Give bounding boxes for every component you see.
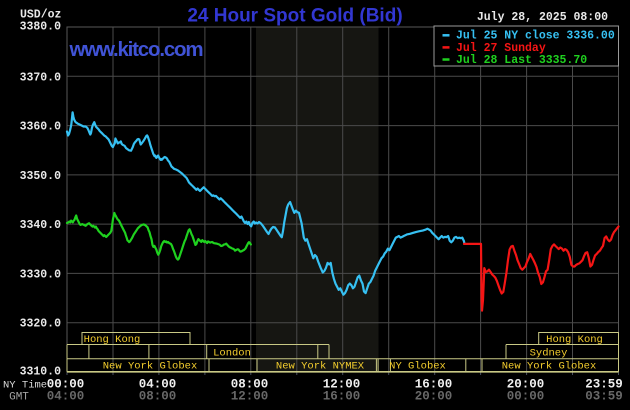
svg-text:00:00: 00:00 [47,377,85,391]
svg-text:08:00: 08:00 [231,377,269,391]
svg-text:23:59: 23:59 [585,377,623,391]
svg-text:3340.0: 3340.0 [20,219,62,232]
svg-text:16:00: 16:00 [323,389,361,403]
svg-text:New York Globex: New York Globex [103,361,198,373]
svg-text:16:00: 16:00 [415,377,453,391]
svg-text:Jul 28 Last 3335.70: Jul 28 Last 3335.70 [456,54,587,67]
svg-text:Jul 25 NY close 3336.00: Jul 25 NY close 3336.00 [456,30,615,43]
svg-text:www.kitco.com: www.kitco.com [69,38,203,61]
svg-text:24 Hour Spot Gold (Bid): 24 Hour Spot Gold (Bid) [187,6,402,27]
svg-text:03:59: 03:59 [585,389,623,403]
svg-text:Hong Kong: Hong Kong [546,334,603,346]
svg-text:04:00: 04:00 [47,389,85,403]
svg-text:00:00: 00:00 [507,389,545,403]
svg-text:Sydney: Sydney [530,348,568,360]
svg-text:3380.0: 3380.0 [20,20,62,33]
svg-text:3360.0: 3360.0 [20,121,62,134]
svg-text:Hong Kong: Hong Kong [84,334,141,346]
svg-text:12:00: 12:00 [231,389,269,403]
svg-text:04:00: 04:00 [139,377,177,391]
svg-text:Jul 27 Sunday: Jul 27 Sunday [456,42,546,55]
svg-text:20:00: 20:00 [507,377,545,391]
svg-text:3350.0: 3350.0 [20,170,62,183]
svg-text:3320.0: 3320.0 [20,318,62,331]
svg-text:08:00: 08:00 [139,389,177,403]
svg-text:3370.0: 3370.0 [20,71,62,84]
svg-text:New York Globex: New York Globex [502,361,597,373]
svg-text:3310.0: 3310.0 [20,365,62,378]
svg-text:London: London [213,348,251,360]
svg-text:GMT: GMT [9,391,29,403]
svg-text:NY Globex: NY Globex [389,361,446,373]
svg-text:3330.0: 3330.0 [20,268,62,281]
svg-text:New York NYMEX: New York NYMEX [276,361,365,373]
svg-text:NY Time: NY Time [3,380,47,392]
svg-text:July 28, 2025 08:00: July 28, 2025 08:00 [477,11,608,24]
svg-text:20:00: 20:00 [415,389,453,403]
svg-text:12:00: 12:00 [323,377,361,391]
svg-text:USD/oz: USD/oz [20,9,62,22]
